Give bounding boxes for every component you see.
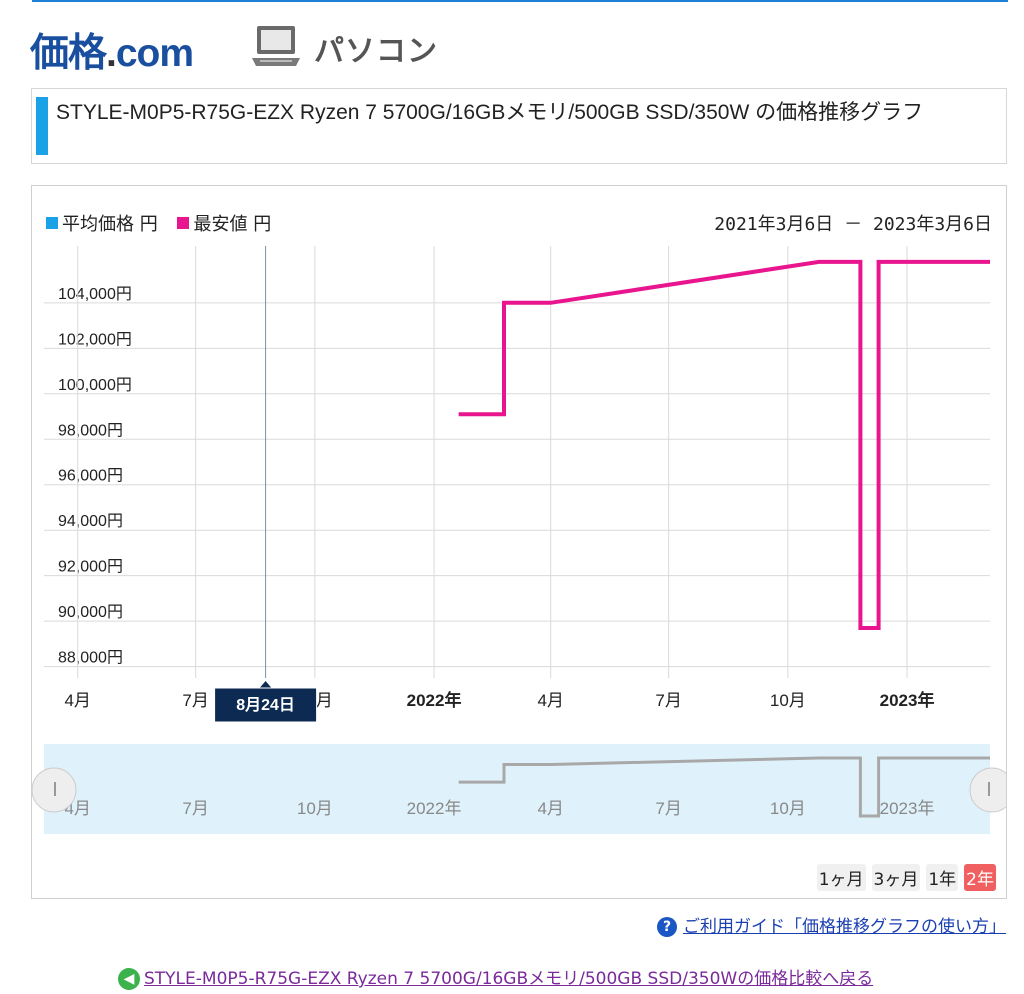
logo-main-text: 価格 bbox=[30, 32, 107, 75]
page-title: STYLE-M0P5-R75G-EZX Ryzen 7 5700G/16GBメモ… bbox=[56, 101, 924, 124]
x-tick-label: 7月 bbox=[655, 691, 681, 710]
x-tick-label: 2023年 bbox=[880, 690, 935, 710]
chart-legend: 平均価格 円 最安値 円 bbox=[46, 210, 285, 236]
top-border bbox=[32, 0, 1008, 2]
range-1year-button[interactable]: 1年 bbox=[926, 864, 959, 891]
overview-left-grip bbox=[54, 782, 56, 796]
laptop-icon bbox=[250, 24, 302, 68]
price-graph-panel: 平均価格 円 最安値 円 2021年3月6日 － 2023年3月6日 104,0… bbox=[31, 185, 1007, 899]
range-1month-button[interactable]: 1ヶ月 bbox=[816, 864, 866, 891]
date-range: 2021年3月6日 － 2023年3月6日 bbox=[714, 214, 992, 235]
tooltip-box bbox=[214, 687, 318, 723]
legend-average-label: 平均価格 円 bbox=[62, 214, 158, 235]
x-tick-label: 2022年 bbox=[407, 690, 462, 710]
back-to-comparison-link[interactable]: STYLE-M0P5-R75G-EZX Ryzen 7 5700G/16GBメモ… bbox=[144, 969, 874, 989]
lowest-price-line bbox=[458, 259, 990, 630]
y-tick-label: 94,000円 bbox=[58, 513, 123, 530]
usage-guide-link[interactable]: ご利用ガイド「価格推移グラフの使い方」 bbox=[683, 917, 1006, 937]
x-tick-label: 4月 bbox=[537, 691, 563, 710]
y-tick-label: 100,000円 bbox=[58, 377, 132, 394]
y-tick-label: 102,000円 bbox=[58, 331, 132, 348]
back-to-comparison: ◀ STYLE-M0P5-R75G-EZX Ryzen 7 5700G/16GBメ… bbox=[118, 964, 873, 990]
overview-tick-label: 10月 bbox=[770, 799, 806, 818]
overview-tick-label: 2023年 bbox=[880, 799, 935, 818]
y-tick-label: 104,000円 bbox=[58, 286, 132, 303]
average-price-line bbox=[458, 260, 990, 629]
overview-line bbox=[458, 756, 990, 818]
range-selector: 1ヶ月 3ヶ月 1年 2年 bbox=[811, 864, 996, 891]
overview-right-grip bbox=[988, 782, 990, 796]
category-title[interactable]: パソコン bbox=[314, 34, 438, 69]
kakaku-logo[interactable]: 価格.com bbox=[30, 22, 194, 78]
legend-average[interactable]: 平均価格 円 bbox=[46, 214, 158, 235]
overview-tick-label: 2022年 bbox=[407, 799, 462, 818]
overview-tick-label: 4月 bbox=[537, 799, 563, 818]
legend-average-swatch bbox=[46, 217, 58, 229]
range-3month-button[interactable]: 3ヶ月 bbox=[871, 864, 921, 891]
y-tick-label: 90,000円 bbox=[58, 604, 123, 621]
y-tick-label: 88,000円 bbox=[58, 650, 123, 667]
tooltip-date: 8月24日 bbox=[236, 696, 295, 714]
legend-lowest[interactable]: 最安値 円 bbox=[177, 214, 271, 235]
overview-tick-label: 7月 bbox=[182, 799, 208, 818]
usage-guide: ? ご利用ガイド「価格推移グラフの使い方」 bbox=[657, 912, 1006, 937]
legend-lowest-swatch bbox=[177, 217, 190, 229]
x-tick-label: 4月 bbox=[64, 691, 90, 710]
logo-dot: . bbox=[106, 32, 117, 75]
overview-tick-label: 10月 bbox=[297, 799, 333, 818]
legend-lowest-label: 最安値 円 bbox=[193, 214, 272, 235]
price-chart[interactable]: 104,000円 102,000円 100,000円 98,000円 96,000円 94… bbox=[32, 186, 1006, 898]
back-arrow-icon: ◀ bbox=[118, 968, 140, 990]
page-title-box: STYLE-M0P5-R75G-EZX Ryzen 7 5700G/16GBメモ… bbox=[31, 88, 1007, 164]
title-accent-bar bbox=[36, 97, 48, 155]
y-tick-label: 92,000円 bbox=[58, 559, 123, 576]
overview-tick-label: 7月 bbox=[655, 799, 681, 818]
tooltip-pointer bbox=[259, 681, 272, 688]
x-tick-label: 10月 bbox=[770, 691, 806, 710]
y-tick-label: 98,000円 bbox=[58, 422, 123, 439]
site-header: 価格.com パソコン bbox=[30, 20, 450, 75]
y-tick-label: 96,000円 bbox=[58, 468, 123, 485]
range-2year-button[interactable]: 2年 bbox=[964, 864, 996, 891]
help-icon: ? bbox=[657, 917, 677, 937]
logo-com: com bbox=[115, 32, 194, 75]
x-tick-label: 7月 bbox=[182, 691, 208, 710]
